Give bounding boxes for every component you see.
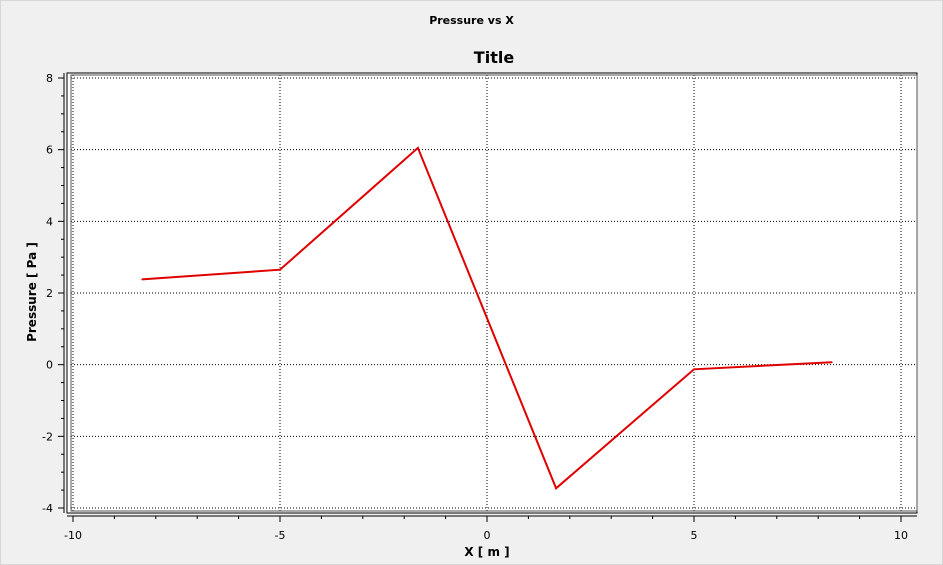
- x-tick-label: 10: [894, 529, 908, 542]
- x-tick-label: 5: [691, 529, 698, 542]
- data-point: [417, 147, 419, 149]
- plot-inner-border: [70, 74, 918, 512]
- y-tick-label: -2: [42, 430, 53, 443]
- y-axis-label: Pressure [ Pa ]: [25, 242, 39, 342]
- data-point: [693, 368, 695, 371]
- series-group: [141, 146, 833, 490]
- chart-title: Title: [474, 48, 515, 67]
- axes: -4 -2 0 2 4 6 8 -10 -5 0 5 10: [42, 72, 918, 542]
- x-tick-label: -10: [64, 529, 82, 542]
- y-tick-label: 6: [46, 144, 53, 157]
- series-line: [142, 146, 832, 490]
- data-point: [831, 361, 833, 363]
- y-tick-label: 0: [46, 359, 53, 372]
- data-point: [555, 487, 557, 490]
- x-tick-label: 0: [484, 529, 491, 542]
- grid-lines: [71, 75, 917, 511]
- y-tick-label: -4: [42, 502, 53, 515]
- window-title: Pressure vs X: [429, 14, 514, 27]
- data-point: [141, 278, 143, 281]
- y-tick-label: 8: [46, 72, 53, 85]
- y-tick-label: 2: [46, 287, 53, 300]
- x-axis-label: X [ m ]: [464, 545, 509, 559]
- data-point: [279, 268, 281, 271]
- y-tick-label: 4: [46, 215, 53, 228]
- x-tick-label: -5: [275, 529, 286, 542]
